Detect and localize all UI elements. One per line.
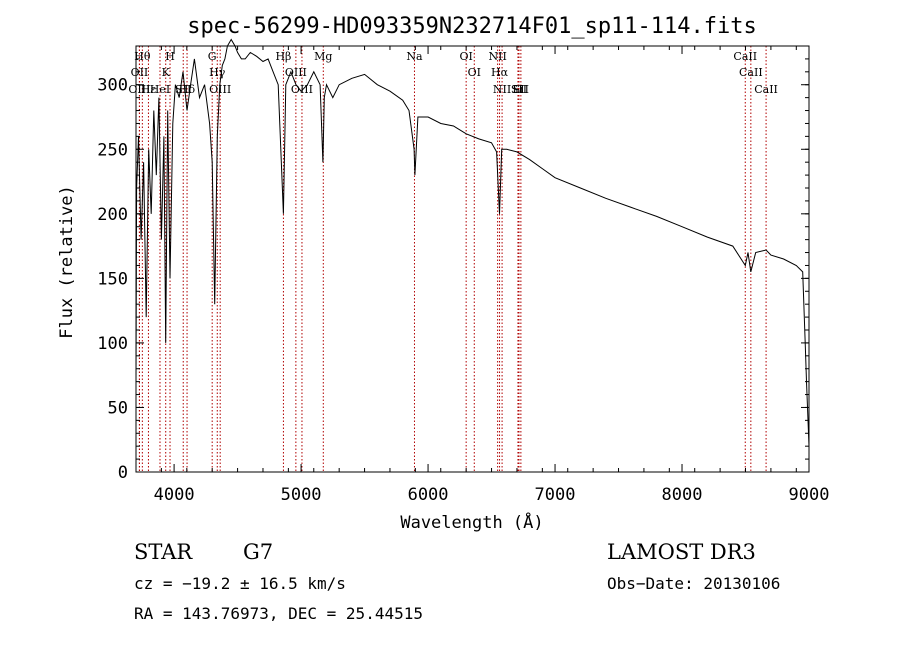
spectral-line-label: NII	[493, 83, 511, 96]
spectral-line-label: Mg	[314, 50, 332, 63]
y-tick-label: 200	[97, 205, 128, 225]
object-class: STAR	[134, 540, 193, 564]
spectral-line-label: OIII	[128, 83, 150, 96]
x-tick-label: 9000	[789, 485, 830, 505]
spectral-line-label: CaII	[733, 50, 757, 63]
y-tick-label: 150	[97, 269, 128, 289]
spectral-line-label: K	[162, 66, 171, 79]
x-tick-label: 7000	[535, 485, 576, 505]
chart-title: spec-56299-HD093359N232714F01_sp11-114.f…	[187, 14, 757, 39]
y-tick-label: 250	[97, 140, 128, 160]
spectral-line-label: SII	[175, 83, 191, 96]
spectral-line-label: Hθ	[134, 50, 151, 63]
y-axis-label: Flux (relative)	[57, 185, 77, 339]
spectrum-series-line	[135, 38, 810, 447]
spectral-line-label: Hβ	[275, 50, 291, 63]
spectral-line-label: Hε	[141, 83, 157, 96]
spectral-line-label: OI	[459, 50, 472, 63]
survey-name: LAMOST DR3	[607, 540, 756, 564]
y-tick-label: 50	[108, 398, 128, 418]
spectral-line-label: G	[208, 50, 217, 63]
x-tick-label: 8000	[662, 485, 703, 505]
spectral-line-label: OIII	[291, 83, 313, 96]
plot-frame	[135, 45, 810, 473]
spectral-line-label: Hγ	[209, 66, 226, 79]
x-tick-label: 6000	[408, 485, 449, 505]
spectral-line-label: NII	[488, 50, 506, 63]
spectral-line-label: CaII	[739, 66, 763, 79]
spectral-lines-layer	[138, 46, 767, 472]
x-tick-label: 5000	[281, 485, 322, 505]
x-tick-label: 4000	[154, 485, 195, 505]
coordinates: RA = 143.76973, DEC = 25.44515	[134, 604, 423, 623]
spectral-line-label: Li	[513, 83, 524, 96]
spectral-line-label: HeI	[150, 83, 170, 96]
spectral-line-label: CaII	[754, 83, 778, 96]
spectral-line-label: Hα	[491, 66, 509, 79]
spectral-line-label: Hδ	[179, 83, 196, 96]
spectral-line-labels: HθOIIOIIIHεHeIKHSIIHδGHγOIIIHβOIIIOIIIMg…	[128, 50, 778, 96]
object-subclass: G7	[243, 540, 273, 564]
spectral-line-label: Na	[406, 50, 423, 63]
redshift-cz: cz = −19.2 ± 16.5 km/s	[134, 574, 346, 593]
x-axis-label: Wavelength (Å)	[400, 511, 543, 533]
spectral-line-label: OII	[131, 66, 149, 79]
y-tick-label: 100	[97, 334, 128, 354]
spectral-line-label: SII	[511, 83, 527, 96]
y-tick-label: 0	[118, 463, 128, 483]
spectral-line-label: H	[165, 50, 175, 63]
observation-date: Obs−Date: 20130106	[607, 574, 780, 593]
x-axis-ticks: 4000 5000 6000 7000 8000 9000	[135, 46, 830, 505]
spectral-line-label: OIII	[285, 66, 307, 79]
y-axis-ticks: 0 50 100 150 200 250 300	[97, 45, 809, 483]
y-tick-label: 300	[97, 76, 128, 96]
spectral-line-label: SII	[513, 83, 529, 96]
spectral-line-label: OI	[468, 66, 481, 79]
spectral-line-label: OIII	[209, 83, 231, 96]
